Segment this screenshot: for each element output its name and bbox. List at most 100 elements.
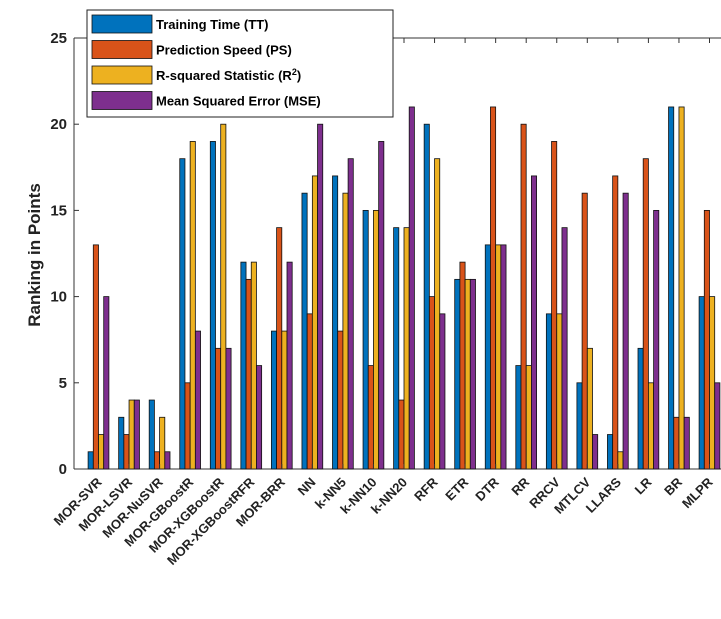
legend-swatch	[91, 40, 153, 59]
bar-k-nn5-series-2	[337, 330, 344, 470]
legend: Training Time (TT) Prediction Speed (PS) R…	[86, 9, 394, 118]
bar-rfr-series-3	[434, 158, 441, 470]
bar-br-series-3	[678, 106, 685, 470]
bar-mor-xgboostrfr-series-2	[245, 278, 252, 470]
bar-br-series-2	[673, 416, 680, 470]
y-tick-label: 20	[50, 116, 67, 133]
bar-lr-series-1	[637, 347, 644, 470]
bar-mor-svr-series-4	[103, 296, 110, 470]
bar-dtr-series-1	[484, 244, 491, 470]
bar-rrcv-series-1	[545, 313, 552, 470]
bar-mor-nusvr-series-1	[148, 399, 155, 470]
x-tick-label: MLPR	[679, 474, 716, 511]
bar-mor-gboostr-series-2	[184, 382, 191, 470]
bar-mor-nusvr-series-2	[153, 451, 160, 470]
y-tick-label: 15	[50, 202, 67, 219]
x-tick-label: LLARS	[583, 474, 624, 515]
bar-etr-series-3	[464, 278, 471, 470]
bar-mor-brr-series-1	[270, 330, 277, 470]
x-tick-label: RR	[508, 474, 532, 498]
y-axis-label: Ranking in Points	[25, 183, 44, 327]
y-tick-label: 25	[50, 30, 67, 47]
bar-k-nn5-series-3	[342, 192, 349, 470]
legend-swatch	[91, 91, 153, 110]
x-tick-label: RFR	[411, 474, 441, 504]
bar-mor-svr-series-3	[98, 434, 105, 470]
bar-llars-series-4	[622, 192, 629, 470]
legend-entry: Prediction Speed (PS)	[156, 43, 292, 58]
x-tick-label: NN	[295, 475, 319, 499]
bar-lr-series-2	[642, 158, 649, 470]
y-tick-label: 10	[50, 289, 67, 306]
bar-lr-series-4	[653, 209, 660, 470]
bar-llars-series-3	[617, 451, 624, 470]
bar-etr-series-2	[459, 261, 466, 470]
bar-llars-series-1	[607, 434, 614, 470]
bar-rr-series-2	[520, 123, 527, 470]
bar-mor-lsvr-series-4	[133, 399, 140, 470]
bar-mor-xgboostr-series-1	[209, 141, 216, 470]
bar-mor-gboostr-series-4	[194, 330, 201, 470]
bar-etr-series-1	[454, 278, 461, 470]
bar-mor-gboostr-series-1	[179, 158, 186, 470]
legend-entry: Training Time (TT)	[156, 17, 268, 32]
bar-k-nn20-series-1	[393, 227, 400, 470]
bar-nn-series-4	[317, 123, 324, 470]
bars-group	[87, 106, 721, 470]
bar-mlpr-series-3	[709, 296, 716, 470]
bar-k-nn10-series-4	[378, 141, 385, 470]
legend-entry: Mean Squared Error (MSE)	[156, 94, 321, 109]
bar-mor-svr-series-2	[92, 244, 99, 470]
bar-mlpr-series-1	[698, 296, 705, 470]
bar-dtr-series-3	[495, 244, 502, 470]
y-tick-label: 0	[59, 461, 67, 478]
y-axis-ticks: 0 5 10 15 20 25	[50, 30, 79, 478]
bar-mlpr-series-2	[703, 209, 710, 470]
bar-mor-xgboostrfr-series-3	[250, 261, 257, 470]
bar-br-series-1	[668, 106, 675, 470]
bar-nn-series-3	[311, 175, 318, 470]
bar-rrcv-series-2	[551, 141, 558, 470]
bar-etr-series-4	[469, 278, 476, 470]
bar-mor-brr-series-4	[286, 261, 293, 470]
bar-k-nn5-series-4	[347, 158, 354, 470]
bar-mor-xgboostr-series-4	[225, 347, 232, 470]
bar-mor-nusvr-series-3	[159, 416, 166, 470]
bar-k-nn20-series-3	[403, 227, 410, 470]
bar-k-nn10-series-2	[367, 365, 374, 470]
bar-rr-series-4	[531, 175, 538, 470]
legend-entry: R-squared Statistic (R2)	[156, 67, 301, 83]
bar-mtlcv-series-2	[581, 192, 588, 470]
bar-llars-series-2	[612, 175, 619, 470]
bar-k-nn10-series-1	[362, 209, 369, 470]
bar-rr-series-1	[515, 365, 522, 470]
bar-k-nn5-series-1	[332, 175, 339, 470]
bar-nn-series-1	[301, 192, 308, 470]
legend-swatch	[91, 14, 153, 34]
bar-rrcv-series-3	[556, 313, 563, 470]
bar-mtlcv-series-4	[592, 434, 599, 470]
y-tick-label: 5	[59, 375, 67, 392]
bar-mor-lsvr-series-3	[128, 399, 135, 470]
bar-rfr-series-4	[439, 313, 446, 470]
bar-k-nn20-series-4	[408, 106, 415, 470]
x-tick-label: BR	[661, 474, 685, 498]
bar-mor-xgboostr-series-2	[215, 347, 222, 470]
bar-mtlcv-series-1	[576, 382, 583, 470]
bar-dtr-series-2	[490, 106, 497, 470]
bar-rr-series-3	[525, 365, 532, 470]
x-tick-label: ETR	[442, 474, 471, 503]
bar-rfr-series-1	[423, 123, 430, 470]
bar-mor-xgboostrfr-series-1	[240, 261, 247, 470]
bar-rrcv-series-4	[561, 227, 568, 470]
bar-mor-lsvr-series-2	[123, 434, 130, 470]
bar-mor-brr-series-2	[276, 227, 283, 470]
bar-k-nn20-series-2	[398, 399, 405, 470]
x-tick-label: LR	[632, 474, 655, 497]
bar-nn-series-2	[306, 313, 313, 470]
x-tick-label: DTR	[472, 474, 502, 504]
bar-mor-svr-series-1	[87, 451, 94, 470]
bar-mor-xgboostr-series-3	[220, 123, 227, 470]
bar-mor-brr-series-3	[281, 330, 288, 470]
